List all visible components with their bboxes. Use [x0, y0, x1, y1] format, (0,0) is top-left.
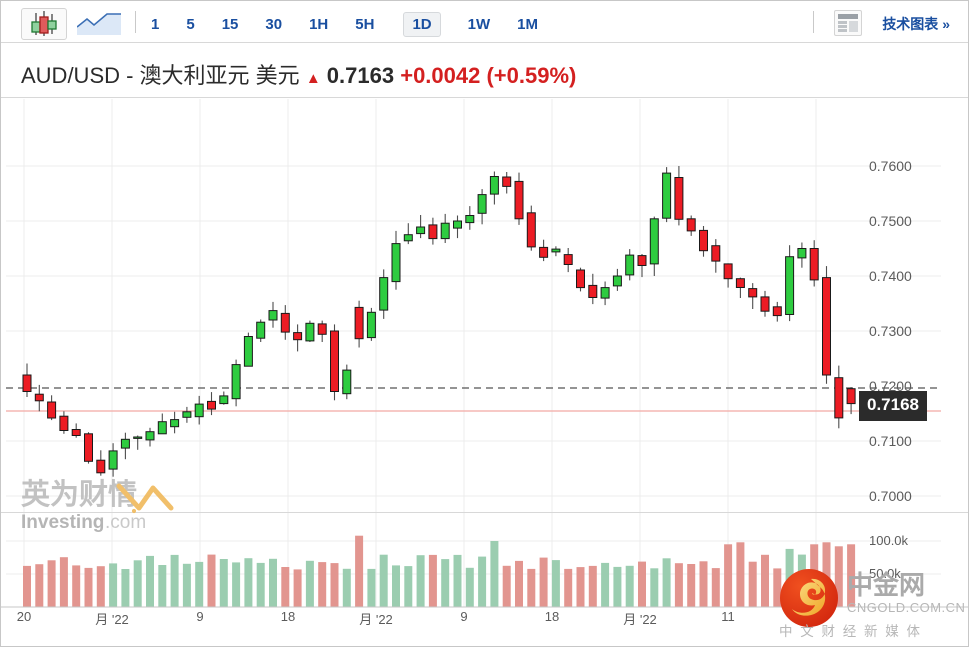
svg-text:Investing: Investing — [21, 512, 104, 533]
svg-text:中金网: 中金网 — [847, 570, 925, 600]
svg-text:.com: .com — [105, 512, 146, 533]
svg-text:中 文 财 经 新 媒 体: 中 文 财 经 新 媒 体 — [779, 624, 922, 639]
svg-text:CNGOLD.COM.CN: CNGOLD.COM.CN — [847, 600, 965, 615]
svg-text:英为财情: 英为财情 — [21, 478, 137, 511]
